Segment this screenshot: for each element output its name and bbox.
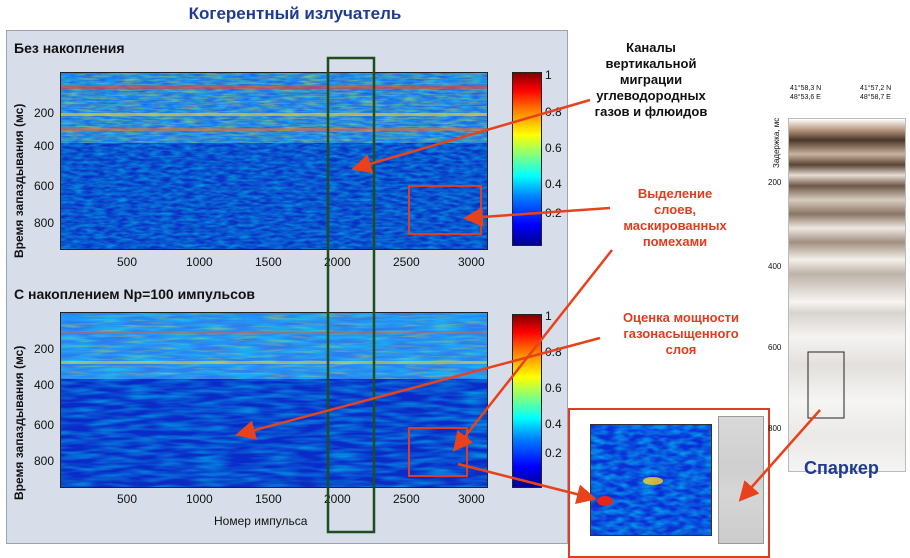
bottom-x-tick: 2000 (324, 492, 351, 506)
bottom-y-tick: 800 (34, 454, 55, 468)
bottom-colorbar (512, 314, 542, 488)
arrow-layers-top (463, 206, 611, 227)
bottom-y-tick: 400 (34, 378, 55, 392)
bottom-colorbar-tick: 1 (545, 309, 552, 323)
sparker-highlight-box (807, 351, 845, 419)
bottom-y-tick: 200 (34, 342, 55, 356)
top-x-tick: 1500 (255, 255, 282, 269)
top-x-tick: 1000 (186, 255, 213, 269)
top-colorbar-tick: 0.6 (545, 141, 562, 155)
top-colorbar (512, 72, 542, 246)
sparker-coords-right: 41°57,2 N 48°58,7 E (860, 85, 892, 101)
annotation-layers: Выделение слоев, маскированных помехами (623, 186, 727, 249)
sparker-label: Спаркер (804, 458, 879, 478)
top-panel-title: Без накопления (14, 40, 125, 56)
arrow-thickness (235, 336, 601, 440)
sparker-y-tick: 800 (768, 424, 782, 433)
top-y-tick: 800 (34, 216, 55, 230)
bottom-layer-highlight-box (408, 427, 468, 477)
top-seismic-heatmap (60, 72, 488, 250)
bottom-x-tick: 1000 (186, 492, 213, 506)
sparker-y-tick: 400 (768, 262, 782, 271)
top-y-tick: 600 (34, 179, 55, 193)
bottom-colorbar-tick: 0.6 (545, 381, 562, 395)
bottom-x-tick: 2500 (393, 492, 420, 506)
bottom-colorbar-tick: 0.4 (545, 417, 562, 431)
bottom-x-axis-label: Номер импульса (214, 514, 308, 528)
arrow-channels (351, 98, 591, 174)
arrow-to-inset (457, 462, 597, 505)
bottom-panel-title: С накоплением Np=100 импульсов (14, 286, 256, 302)
bottom-x-tick: 500 (117, 492, 138, 506)
top-x-tick: 2500 (393, 255, 420, 269)
top-x-tick: 500 (117, 255, 138, 269)
annotation-thickness: Оценка мощности газонасыщенного слоя (622, 310, 740, 357)
bottom-colorbar-tick: 0.2 (545, 446, 562, 460)
top-x-tick: 2000 (324, 255, 351, 269)
sparker-coords-left: 41°58,3 N 48°53,6 E (790, 85, 822, 101)
inset-heatmap (590, 424, 712, 536)
sparker-y-tick: 600 (768, 343, 782, 352)
annotation-channels: Каналы вертикальной миграции углеводород… (594, 40, 708, 119)
main-title: Когерентный излучатель (188, 4, 402, 23)
channel-highlight-box (326, 56, 376, 534)
bottom-x-tick: 1500 (255, 492, 282, 506)
top-y-tick: 200 (34, 106, 55, 120)
top-layer-highlight-box (408, 185, 482, 235)
arrow-sparker-to-inset (738, 409, 821, 502)
bottom-y-tick: 600 (34, 418, 55, 432)
bottom-x-tick: 3000 (458, 492, 485, 506)
top-colorbar-tick: 1 (545, 68, 552, 82)
sparker-y-tick: 200 (768, 178, 782, 187)
top-x-tick: 3000 (458, 255, 485, 269)
arrow-layers-bottom (452, 249, 613, 452)
top-colorbar-tick: 0.4 (545, 177, 562, 191)
bottom-seismic-heatmap (60, 312, 488, 488)
top-y-tick: 400 (34, 139, 55, 153)
